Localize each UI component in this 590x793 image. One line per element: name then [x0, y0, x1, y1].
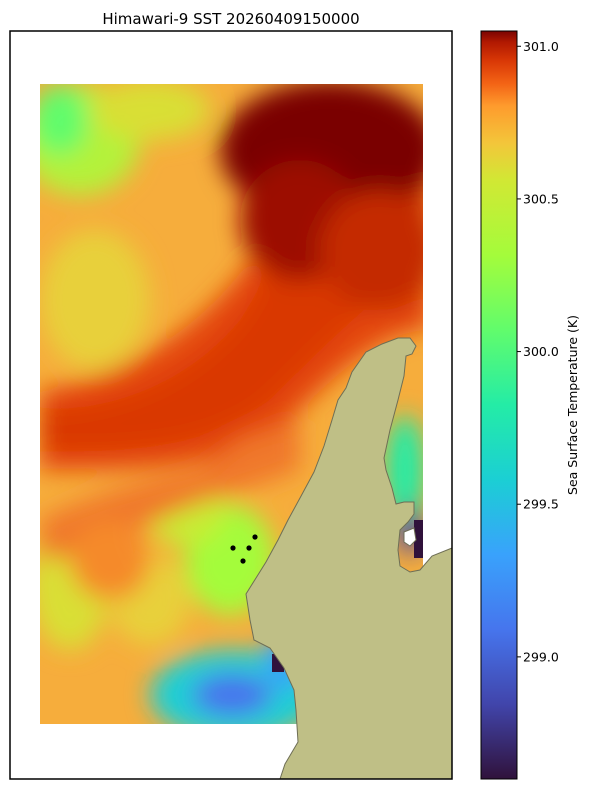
sst-hot-e — [320, 190, 423, 310]
station-marker — [252, 534, 258, 540]
colorbar-tick-label: 301.0 — [523, 39, 559, 54]
station-marker — [240, 558, 246, 564]
sst-yellow-w — [40, 230, 150, 370]
sst-coldest-pixels-e — [414, 520, 423, 558]
colorbar-tick-label: 299.0 — [523, 649, 559, 664]
station-marker — [230, 545, 236, 551]
colorbar-tick-label: 299.5 — [523, 497, 559, 512]
colorbar-gradient — [480, 30, 518, 780]
colorbar-tick-label: 300.0 — [523, 344, 559, 359]
sst-green-nw — [40, 85, 88, 155]
colorbar-ticks: 299.0 299.5 300.0 300.5 301.0 — [517, 39, 559, 664]
marker-group — [230, 534, 258, 564]
sst-orange-blob — [70, 520, 150, 600]
colorbar: 299.0 299.5 300.0 300.5 301.0 Sea Surface Te… — [480, 30, 580, 780]
sst-yellow-n — [90, 84, 210, 140]
colorbar-tick-label: 300.5 — [523, 191, 559, 206]
chart-title: Himawari-9 SST 20260409150000 — [102, 10, 359, 28]
sst-cold-core — [192, 673, 272, 717]
land-mass — [245, 337, 453, 780]
station-marker — [246, 545, 252, 551]
lake-inlet — [403, 527, 417, 547]
colorbar-label: Sea Surface Temperature (K) — [565, 315, 580, 495]
map-frame — [9, 30, 453, 780]
